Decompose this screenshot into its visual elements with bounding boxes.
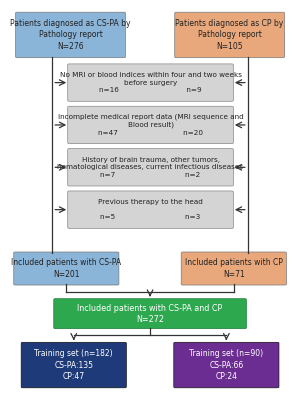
Text: Previous therapy to the head

n=5                               n=3: Previous therapy to the head n=5 n=3: [98, 199, 203, 220]
FancyBboxPatch shape: [21, 342, 126, 388]
FancyBboxPatch shape: [54, 299, 246, 329]
Text: No MRI or blood indices within four and two weeks
before surgery
n=16           : No MRI or blood indices within four and …: [59, 72, 242, 93]
Text: History of brain trauma, other tumors,
hematological diseases, current infectiou: History of brain trauma, other tumors, h…: [57, 157, 244, 178]
Text: Incomplete medical report data (MRI sequence and
Blood result)
n=47             : Incomplete medical report data (MRI sequ…: [58, 114, 243, 136]
FancyBboxPatch shape: [68, 64, 233, 101]
Text: Included patients with CS-PA
N=201: Included patients with CS-PA N=201: [11, 258, 121, 278]
Text: Patients diagnosed as CP by
Pathology report
N=105: Patients diagnosed as CP by Pathology re…: [176, 19, 284, 50]
FancyBboxPatch shape: [68, 106, 233, 144]
Text: Included patients with CP
N=71: Included patients with CP N=71: [185, 258, 283, 278]
Text: Training set (n=90)
CS-PA:66
CP:24: Training set (n=90) CS-PA:66 CP:24: [189, 350, 263, 381]
FancyBboxPatch shape: [68, 149, 233, 186]
Text: Patients diagnosed as CS-PA by
Pathology report
N=276: Patients diagnosed as CS-PA by Pathology…: [10, 19, 131, 50]
Text: Included patients with CS-PA and CP
N=272: Included patients with CS-PA and CP N=27…: [77, 304, 223, 324]
FancyBboxPatch shape: [181, 252, 286, 285]
FancyBboxPatch shape: [14, 252, 119, 285]
FancyBboxPatch shape: [68, 191, 233, 228]
FancyBboxPatch shape: [16, 12, 126, 58]
FancyBboxPatch shape: [174, 342, 279, 388]
Text: Training set (n=182)
CS-PA:135
CP:47: Training set (n=182) CS-PA:135 CP:47: [34, 350, 113, 381]
FancyBboxPatch shape: [175, 12, 285, 58]
